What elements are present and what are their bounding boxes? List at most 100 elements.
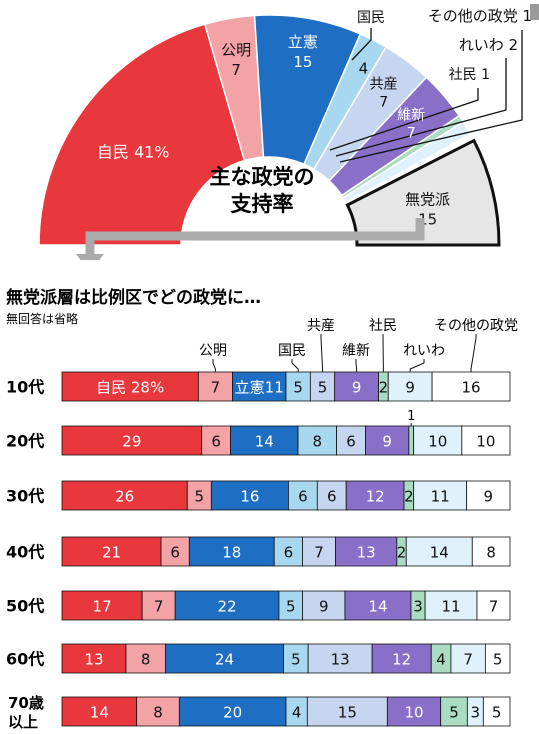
bar-segment-維新: [344, 590, 412, 621]
label-name-立憲: 立憲: [288, 33, 318, 51]
bar-segment-自民: [61, 425, 203, 456]
bar-segment-自民: [61, 643, 127, 674]
bar-segment-自民: [61, 536, 162, 567]
row-50代: 50代 17 7 22 5 9 14 3 11 7: [6, 590, 511, 621]
bar-label-共産: 6: [327, 488, 337, 506]
bar-label-社民: 2: [379, 379, 389, 397]
bar-segment-自民: [61, 371, 199, 402]
bar-label-共産: 5: [318, 379, 328, 397]
bar-label-れいわ: 11: [442, 598, 461, 616]
bar-label-社民: 2: [397, 544, 407, 562]
leader-line-国民: [351, 28, 372, 61]
row-20代: 20代 29 6 14 8 6 91 10 10: [6, 409, 511, 456]
bar-chart-subtitle: 無回答は省略: [6, 311, 78, 326]
label-value-立憲: 15: [293, 53, 312, 71]
legend-leader-国民: [291, 359, 299, 372]
bar-segment-公明: [197, 371, 233, 402]
bar-segment-維新: [335, 536, 398, 567]
corner-mark: [530, 4, 539, 20]
bar-segment-維新: [371, 643, 432, 674]
bar-label-立憲: 18: [222, 544, 241, 562]
label-社民: 社民 1: [449, 67, 490, 83]
bar-segment-国民: [297, 425, 337, 456]
bar-label-国民: 5: [286, 598, 296, 616]
bar-label-公明: 8: [141, 651, 151, 669]
bar-label-れいわ: 7: [463, 651, 473, 669]
label-value-共産: 7: [379, 94, 388, 110]
legend-leader-公明: [212, 359, 216, 372]
label-その他の政党: その他の政党 1: [428, 7, 532, 25]
callout-label-社民: 1: [407, 409, 415, 424]
row-40代: 40代 21 6 18 6 7 13 2 14 8: [6, 536, 511, 567]
row-60代: 60代 13 8 24 5 13 12 4 7 5: [6, 643, 511, 674]
leader-line-社民: [329, 88, 479, 151]
label-name-国民: 国民: [357, 10, 385, 26]
legend-公明: 公明: [199, 343, 227, 359]
bar-segment-その他の政党: [482, 696, 511, 727]
row-10代: 10代 自民 28% 7 立憲11 5 5 9 2 9 16: [6, 371, 511, 402]
bar-label-共産: 9: [319, 598, 329, 616]
bar-segment-立憲: [210, 480, 289, 511]
leader-line-その他の政党: [339, 30, 523, 163]
bar-label-その他の政党: 5: [492, 704, 502, 722]
bar-label-れいわ: 11: [431, 488, 450, 506]
legend-共産: 共産: [307, 318, 335, 334]
bar-label-その他の政党: 10: [476, 433, 495, 451]
legend-leader-その他の政党: [470, 334, 477, 372]
bar-label-社民: 2: [404, 488, 414, 506]
bar-label-維新: 14: [368, 598, 387, 616]
bar-label-その他の政党: 5: [493, 651, 503, 669]
category-label: 50代: [6, 597, 44, 616]
bar-label-維新: 13: [357, 544, 376, 562]
legend-国民: 国民: [278, 343, 306, 359]
bar-label-公明: 8: [153, 704, 163, 722]
label-value-国民: 4: [359, 60, 369, 78]
bar-segment-その他の政党: [484, 643, 511, 674]
bar-label-公明: 6: [170, 544, 180, 562]
bar-label-その他の政党: 9: [484, 488, 494, 506]
bar-label-立憲: 24: [215, 651, 234, 669]
bar-label-立憲: 22: [218, 598, 237, 616]
bar-label-国民: 6: [284, 544, 294, 562]
bar-label-公明: 6: [211, 433, 221, 451]
donut-slices: [38, 14, 501, 247]
bar-segment-立憲: [232, 371, 287, 402]
bar-label-維新: 12: [366, 488, 385, 506]
bar-segment-その他の政党: [431, 371, 511, 402]
category-label: 10代: [6, 378, 44, 397]
category-label-line-2: 以上: [8, 713, 38, 731]
bar-segment-立憲: [164, 643, 284, 674]
bar-label-れいわ: 10: [428, 433, 447, 451]
bar-label-国民: 5: [291, 651, 301, 669]
row-30代: 30代 26 5 16 6 6 12 2 11 9: [6, 480, 511, 511]
bar-label-自民: 17: [93, 598, 112, 616]
bar-chart-title: 無党派層は比例区でどの政党に…: [6, 287, 261, 308]
bar-label-維新: 10: [404, 704, 423, 722]
bar-segment-れいわ: [413, 425, 463, 456]
bar-label-れいわ: 14: [430, 544, 449, 562]
bar-segment-れいわ: [387, 371, 433, 402]
bar-label-自民: 14: [90, 704, 109, 722]
slice-自民: [38, 23, 246, 246]
bar-label-立憲: 立憲11: [235, 379, 284, 397]
bar-segment-公明: [125, 643, 166, 674]
donut-center-title-line-2: 支持率: [231, 192, 294, 216]
category-label: 20代: [6, 432, 44, 451]
bar-label-自民: 21: [102, 544, 121, 562]
bar-segment-共産: [302, 536, 336, 567]
bar-label-社民: 3: [413, 598, 423, 616]
bar-label-維新: 9: [382, 433, 392, 451]
bar-label-その他の政党: 16: [461, 379, 480, 397]
bar-segment-れいわ: [424, 590, 478, 621]
bar-segment-社民: [408, 425, 415, 456]
bar-segment-立憲: [178, 696, 287, 727]
bar-label-国民: 8: [313, 433, 323, 451]
bar-label-立憲: 14: [255, 433, 274, 451]
bar-segment-公明: [141, 590, 176, 621]
bar-label-共産: 6: [346, 433, 356, 451]
bar-label-自民: 29: [122, 433, 141, 451]
arrow-head: [76, 254, 104, 260]
